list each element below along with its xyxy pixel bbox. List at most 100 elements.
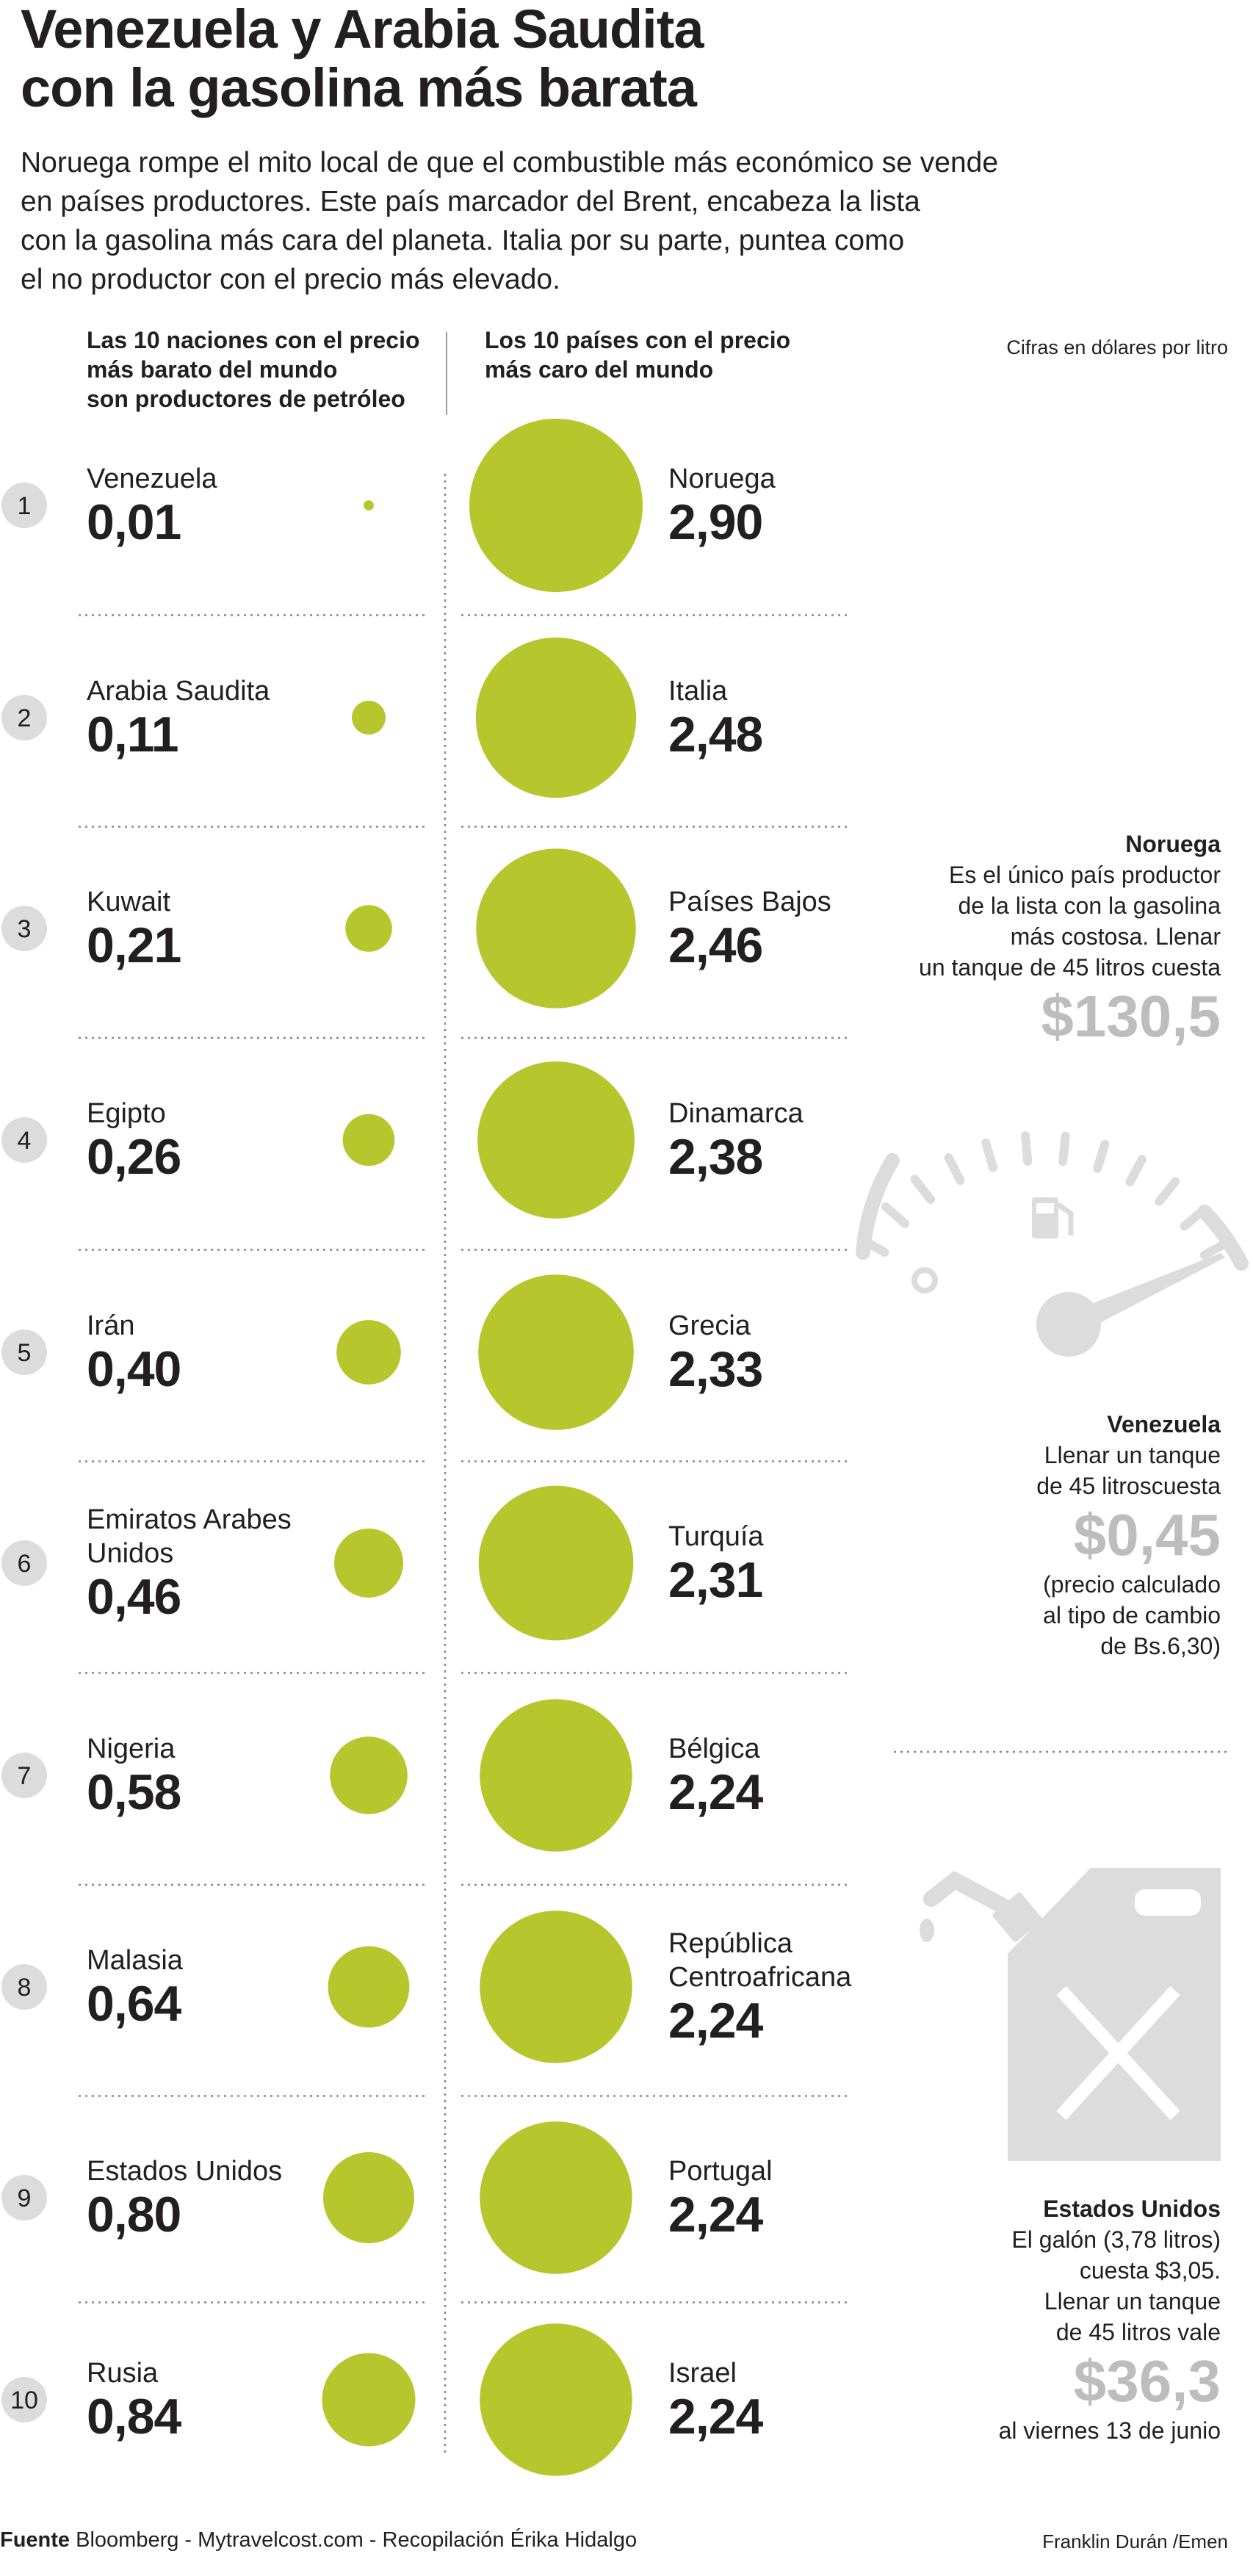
country-entry: Países Bajos 2,46 — [668, 885, 867, 972]
bubble — [352, 701, 386, 735]
price-label: 2,38 — [668, 1129, 763, 1185]
country-name: Emiratos Arabes Unidos — [87, 1504, 292, 1569]
country-entry: Dinamarca 2,38 — [668, 1097, 867, 1183]
country-name: Bélgica — [668, 1733, 760, 1764]
note-line: Llenar un tanque — [1044, 1442, 1221, 1468]
right-heading: Los 10 países con el precio más caro del… — [485, 325, 790, 384]
note-line: (precio calculado — [1043, 1571, 1221, 1598]
rank-badge — [1, 1540, 47, 1586]
note-line: más costosa. Llenar — [1010, 923, 1221, 950]
note-line: Llenar un tanque — [1044, 2288, 1221, 2315]
gauge-icon — [856, 1153, 1249, 1357]
rank-badge — [1, 2377, 47, 2422]
country-name: Italia — [668, 676, 728, 707]
bubble — [328, 1946, 410, 2028]
note-line: de 45 litroscuesta — [1036, 1473, 1221, 1499]
country-entry: Irán 0,40 — [87, 1309, 322, 1396]
jerrycan-icon — [920, 1868, 1221, 2161]
note-line: El galón (3,78 litros) — [1011, 2226, 1221, 2253]
price-label: 0,80 — [87, 2187, 181, 2243]
country-name: Países Bajos — [668, 887, 831, 917]
title-line: Venezuela y Arabia Saudita — [21, 0, 704, 59]
note-title: Venezuela — [1107, 1411, 1221, 1437]
note-line: Es el único país productor — [949, 862, 1221, 888]
gauge-tick — [1093, 1139, 1110, 1173]
price-label: 0,01 — [87, 494, 181, 550]
country-entry: Kuwait 0,21 — [87, 885, 322, 972]
rank-badge — [1, 906, 47, 951]
country-entry: Emiratos Arabes Unidos 0,46 — [87, 1503, 322, 1623]
country-name: Portugal — [668, 2156, 773, 2187]
heading-line: Los 10 países con el precio — [485, 327, 791, 353]
note-line: al viernes 13 de junio — [998, 2417, 1221, 2444]
rank-badge — [1, 1117, 47, 1163]
heading-line: Las 10 naciones con el precio — [87, 327, 420, 353]
footer-credit: Franklin Durán /Emen — [1042, 2530, 1228, 2552]
price-label: 0,40 — [87, 1341, 181, 1397]
country-entry: Bélgica 2,24 — [668, 1732, 867, 1819]
rank-badge — [1, 483, 47, 528]
subtitle: Noruega rompe el mito local de que el co… — [21, 143, 998, 299]
source: Bloomberg - Mytravelcost.com - Recopilac… — [76, 2528, 638, 2552]
country-name: Dinamarca — [668, 1098, 804, 1129]
note-title: Noruega — [1125, 831, 1221, 857]
heading-line: son productores de petróleo — [87, 386, 405, 412]
bubble — [345, 905, 392, 952]
country-name: Estados Unidos — [87, 2156, 283, 2187]
note-amount: $36,3 — [1073, 2348, 1221, 2414]
note: Venezuela Llenar un tanque de 45 litroscue… — [1036, 1409, 1221, 1662]
price-label: 2,48 — [668, 707, 763, 762]
gauge-tick — [981, 1139, 998, 1172]
bubble — [480, 1699, 632, 1852]
price-label: 2,90 — [668, 494, 763, 550]
country-name: Arabia Saudita — [87, 676, 270, 707]
rank: 8 — [18, 1974, 32, 2002]
heading-line: más caro del mundo — [485, 356, 714, 383]
country-entry: Israel 2,24 — [668, 2356, 867, 2443]
bubble — [480, 2323, 632, 2476]
country-entry: República Centroafricana 2,24 — [668, 1927, 867, 2047]
country-name: Turquía — [668, 1521, 764, 1552]
note-amount: $0,45 — [1073, 1502, 1221, 1567]
note-line: de la lista con la gasolina — [958, 892, 1221, 919]
bubble — [364, 500, 374, 510]
country-entry: Malasia 0,64 — [87, 1944, 322, 2030]
subtitle-line: Noruega rompe el mito local de que el co… — [21, 147, 999, 178]
gauge-tick — [1199, 1238, 1232, 1260]
country-name: Venezuela — [87, 463, 217, 494]
gauge-tick — [1058, 1131, 1070, 1166]
rank: 10 — [10, 2386, 38, 2414]
price-label: 0,26 — [87, 1129, 181, 1185]
country-name: Nigeria — [87, 1733, 176, 1764]
unit-note: Cifras en dólares por litro — [1006, 336, 1228, 358]
country-name: Irán — [87, 1310, 135, 1341]
footer-source: Fuente Bloomberg - Mytravelcost.com - Re… — [0, 2528, 637, 2552]
country-entry: Italia 2,48 — [668, 674, 867, 761]
rank: 5 — [18, 1339, 32, 1367]
price-label: 2,31 — [668, 1552, 763, 1608]
country-entry: Nigeria 0,58 — [87, 1732, 322, 1819]
bubble — [342, 1114, 395, 1166]
country-entry: Grecia 2,33 — [668, 1309, 867, 1396]
note-line: un tanque de 45 litros cuesta — [919, 954, 1221, 981]
subtitle-line: con la gasolina más cara del planeta. It… — [21, 225, 905, 256]
price-label: 2,33 — [668, 1341, 763, 1397]
bubble — [478, 1274, 634, 1430]
note-line: cuesta $3,05. — [1079, 2257, 1221, 2284]
rank-badge — [1, 1330, 47, 1375]
rank: 2 — [18, 704, 32, 732]
country-name: Egipto — [87, 1098, 166, 1129]
heading-line: más barato del mundo — [87, 356, 338, 383]
bubble — [476, 848, 636, 1009]
price-label: 0,21 — [87, 917, 181, 973]
gauge-tick — [1125, 1155, 1147, 1187]
title: Venezuela y Arabia Saudita con la gasoli… — [21, 0, 704, 118]
country-name: Malasia — [87, 1945, 183, 1976]
bubble — [323, 2152, 414, 2243]
country-entry: Portugal 2,24 — [668, 2154, 867, 2241]
rank-badge — [1, 1753, 47, 1798]
country-entry: Noruega 2,90 — [668, 462, 867, 549]
rank-badge — [1, 2175, 47, 2220]
